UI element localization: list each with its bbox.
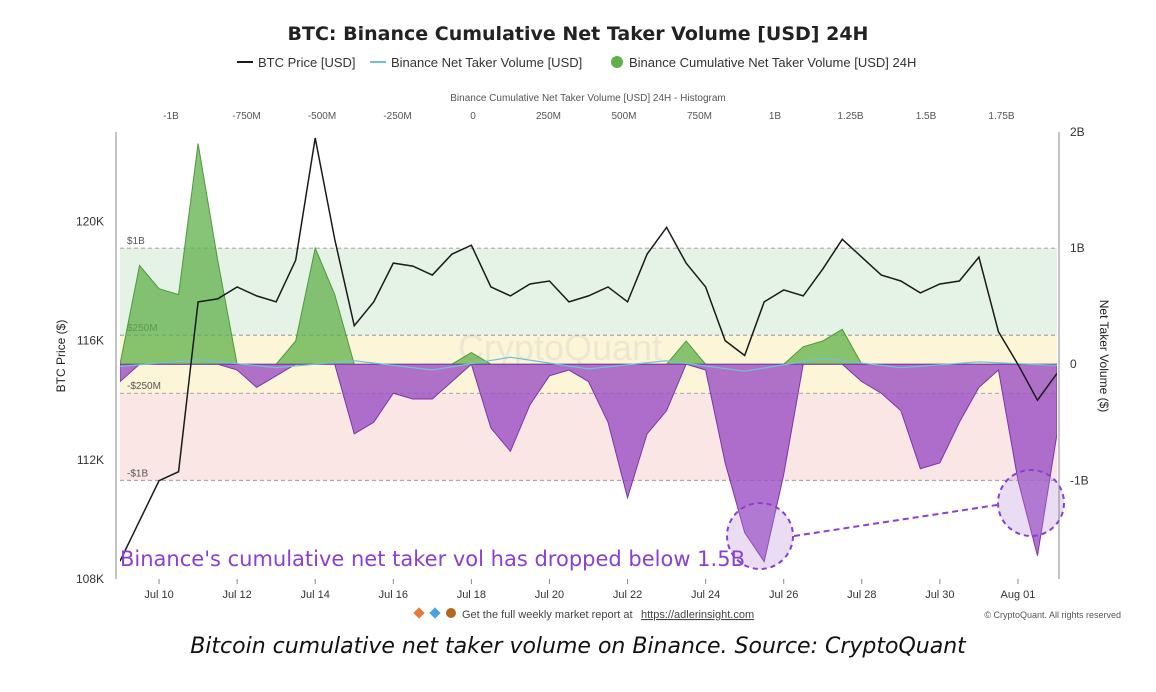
histogram-tick-label: -1B	[163, 111, 179, 122]
y-right-axis-label: Net Taker Volume ($)	[1097, 300, 1111, 413]
band-green	[120, 248, 1057, 336]
copyright: © CryptoQuant. All rights reserved	[984, 610, 1121, 620]
btc-price-line-group	[120, 137, 1057, 562]
diamond-orange-icon	[413, 607, 425, 619]
histogram-tick-label: 1.5B	[916, 111, 937, 122]
diamond-blue-icon	[429, 607, 441, 619]
band-label: $1B	[127, 236, 145, 247]
histogram-tick-label: -750M	[232, 111, 260, 122]
histogram-tick-label: 500M	[611, 111, 636, 122]
annotation-text: Binance's cumulative net taker vol has d…	[120, 547, 745, 571]
x-tick-label: Jul 22	[613, 589, 642, 601]
watermark: CryptoQuant	[458, 327, 662, 368]
chart-title: BTC: Binance Cumulative Net Taker Volume…	[288, 23, 869, 45]
histogram-tick-label: 750M	[687, 111, 712, 122]
annotation-circle-right	[997, 469, 1065, 537]
btc-price-line	[120, 137, 1057, 562]
annotation-group: Binance's cumulative net taker vol has d…	[120, 469, 1065, 571]
y-right-tick-label: -1B	[1070, 473, 1089, 487]
histogram-tick-label: 0	[470, 111, 476, 122]
histogram-tick-label: 1.25B	[837, 111, 863, 122]
histogram-tick-label: -250M	[383, 111, 411, 122]
histogram-tick-label: -500M	[308, 111, 336, 122]
footer-link[interactable]: https://adlerinsight.com	[641, 609, 754, 621]
x-tick-label: Jul 16	[379, 589, 408, 601]
legend-cumulative-swatch	[611, 56, 623, 68]
y-right-tick-label: 2B	[1070, 125, 1085, 139]
figure-caption: Bitcoin cumulative net taker volume on B…	[190, 634, 966, 659]
y-left-tick-label: 112K	[77, 453, 104, 467]
histogram-tick-label: 1.75B	[988, 111, 1014, 122]
y-left-axis-label: BTC Price ($)	[54, 320, 68, 393]
footer: Get the full weekly market report at htt…	[413, 607, 1121, 621]
footer-text: Get the full weekly market report at	[462, 609, 633, 621]
x-tick-label: Jul 12	[222, 589, 251, 601]
band-label: -$1B	[127, 468, 148, 479]
histogram-tick-label: 1B	[769, 111, 782, 122]
histogram-axis-title: Binance Cumulative Net Taker Volume [USD…	[450, 93, 725, 104]
x-tick-label: Jul 24	[691, 589, 720, 601]
y-left-tick-label: 120K	[76, 214, 104, 228]
legend-cumulative-label: Binance Cumulative Net Taker Volume [USD…	[629, 55, 916, 70]
x-tick-label: Jul 26	[769, 589, 798, 601]
y-right-tick-label: 1B	[1070, 241, 1085, 255]
x-tick-label: Jul 10	[144, 589, 173, 601]
x-tick-label: Jul 28	[847, 589, 876, 601]
net-taker-volume-line	[120, 356, 1057, 372]
y-right-tick-label: 0	[1070, 357, 1077, 371]
annotation-connector	[793, 504, 998, 537]
legend-taker-label: Binance Net Taker Volume [USD]	[391, 55, 582, 70]
y-left-tick-label: 116K	[77, 334, 104, 348]
axes: 120K 116K 112K 108K 2B 1B 0 -1B Jul 10 Jul 12 Jul …	[76, 111, 1089, 601]
annotation-circle-left	[726, 502, 794, 570]
x-tick-label: Aug 01	[1001, 589, 1036, 601]
y-left-tick-label: 108K	[76, 572, 104, 586]
legend-price-label: BTC Price [USD]	[258, 55, 356, 70]
x-tick-label: Jul 18	[457, 589, 486, 601]
cumulative-volume-area	[120, 143, 1057, 563]
owl-icon	[446, 608, 456, 618]
band-label: -$250M	[127, 381, 161, 392]
x-tick-label: Jul 30	[925, 589, 954, 601]
histogram-tick-label: 250M	[536, 111, 561, 122]
net-taker-volume-line-group	[120, 356, 1057, 372]
x-tick-label: Jul 14	[301, 589, 330, 601]
cumulative-negative-area	[120, 363, 1057, 563]
x-tick-label: Jul 20	[535, 589, 564, 601]
legend: BTC Price [USD] Binance Net Taker Volume…	[237, 55, 916, 70]
